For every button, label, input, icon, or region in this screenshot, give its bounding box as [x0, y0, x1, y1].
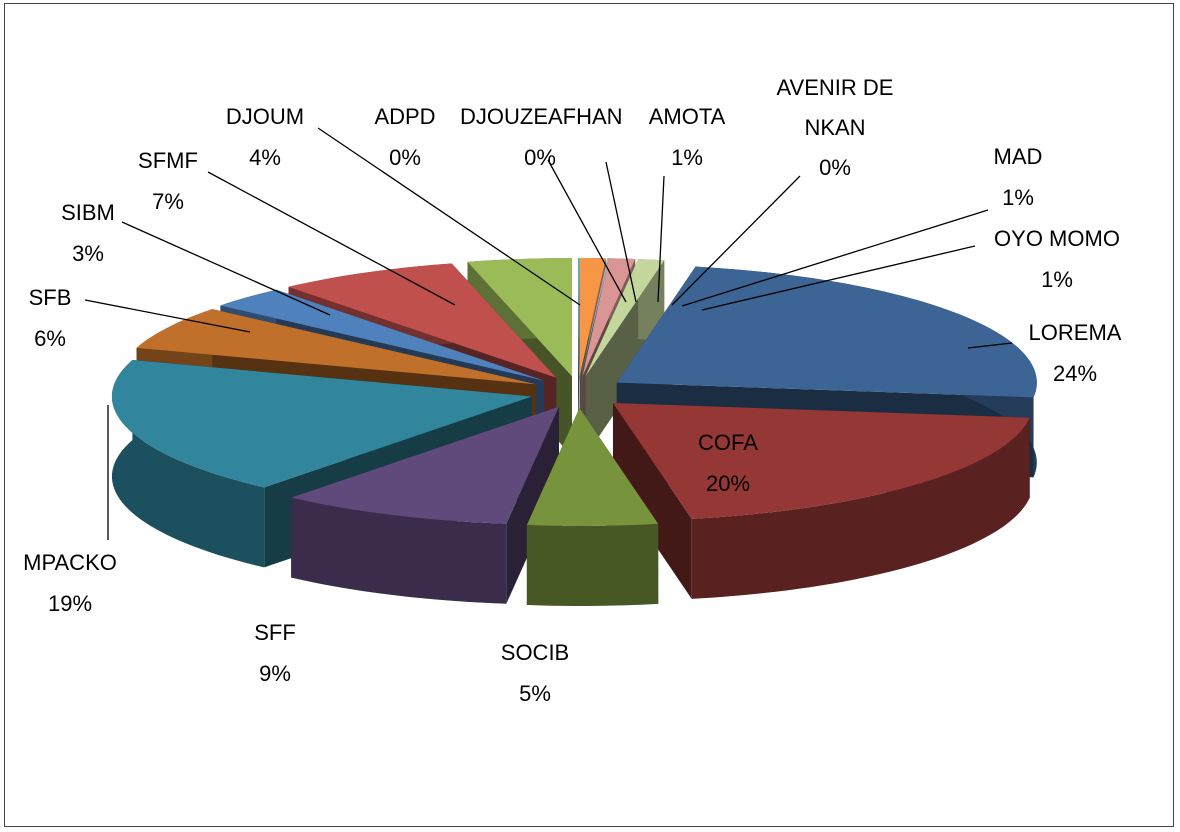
slice-top — [111, 359, 532, 488]
label-category: SFB — [28, 285, 72, 310]
label-category: SOCIB — [500, 640, 570, 665]
slice-top — [291, 406, 559, 524]
slice-cut-side — [612, 402, 692, 599]
label-category: AMOTA — [648, 104, 726, 129]
data-label: ADPD 0% — [325, 96, 485, 178]
slice-top — [220, 289, 545, 381]
slice-top — [467, 258, 572, 377]
leader-line — [967, 342, 1013, 349]
slice-outer-side — [111, 359, 265, 568]
label-category: OYO MOMO — [994, 226, 1120, 251]
label-category: SFMF — [138, 148, 198, 173]
label-percent: 9% — [259, 661, 291, 686]
leader-line — [84, 299, 251, 333]
slices — [111, 258, 1037, 606]
label-category: SFF — [254, 620, 296, 645]
data-label: DJOUZEAFHAN 0% — [460, 96, 623, 178]
slice-top — [579, 258, 606, 377]
leader-line — [701, 245, 976, 311]
leader-line — [547, 159, 627, 303]
data-label: SFF 9% — [195, 612, 355, 694]
label-percent: 7% — [152, 189, 184, 214]
chart-border — [4, 3, 1174, 827]
data-label: SFB 6% — [0, 277, 130, 359]
data-label: AVENIR DE NKAN 0% — [765, 68, 905, 188]
data-label: MPACKO 19% — [0, 542, 150, 624]
data-label: SFMF 7% — [88, 140, 248, 222]
slice-outer-side — [691, 417, 1030, 599]
label-percent: 5% — [519, 681, 551, 706]
slice-top — [581, 258, 610, 377]
label-category: DJOUM — [225, 104, 305, 129]
slice-top — [616, 266, 1037, 398]
data-label: MAD 1% — [938, 136, 1098, 218]
label-percent: 3% — [72, 241, 104, 266]
label-category: MPACKO — [23, 550, 117, 575]
data-label: DJOUM 4% — [185, 96, 345, 178]
leader-line — [681, 209, 989, 307]
slice-top — [585, 259, 665, 377]
label-category: MAD — [993, 144, 1043, 169]
slice-outer-side — [291, 497, 507, 604]
leader-lines — [84, 127, 1013, 540]
data-label: COFA 20% — [648, 422, 808, 504]
label-percent: 1% — [1002, 185, 1034, 210]
leader-line — [671, 175, 801, 306]
label-percent: 1% — [671, 145, 703, 170]
label-category: DJOUZEAFHAN — [460, 104, 623, 129]
label-percent: 19% — [47, 591, 93, 616]
label-percent: 24% — [1052, 361, 1098, 386]
slice-top — [578, 258, 580, 376]
data-label: OYO MOMO 1% — [977, 218, 1137, 300]
label-percent: 4% — [249, 145, 281, 170]
label-percent: 0% — [389, 145, 421, 170]
label-percent: 1% — [1041, 267, 1073, 292]
slice-outer-side — [526, 523, 659, 606]
slice-top — [612, 402, 1030, 519]
slice-top — [582, 258, 636, 377]
leader-line — [207, 171, 456, 306]
label-percent: 0% — [819, 155, 851, 180]
data-label: SIBM 3% — [8, 192, 168, 274]
label-category: LOREMA — [1028, 320, 1122, 345]
leader-line — [317, 127, 581, 306]
label-category: SIBM — [61, 200, 115, 225]
label-percent: 6% — [34, 326, 66, 351]
slice-top — [136, 309, 536, 385]
label-category: COFA — [698, 430, 758, 455]
label-percent: 0% — [524, 145, 556, 170]
label-category: ADPD — [374, 104, 436, 129]
slice-top — [288, 263, 557, 378]
data-label: LOREMA 24% — [995, 312, 1155, 394]
leader-line — [657, 175, 665, 303]
data-label: SOCIB 5% — [455, 632, 615, 714]
label-category: AVENIR DE NKAN — [776, 75, 894, 140]
leader-line — [605, 161, 637, 303]
leader-line — [121, 221, 331, 316]
slice-top — [526, 407, 659, 526]
label-percent: 20% — [705, 471, 751, 496]
data-label: AMOTA 1% — [607, 96, 767, 178]
